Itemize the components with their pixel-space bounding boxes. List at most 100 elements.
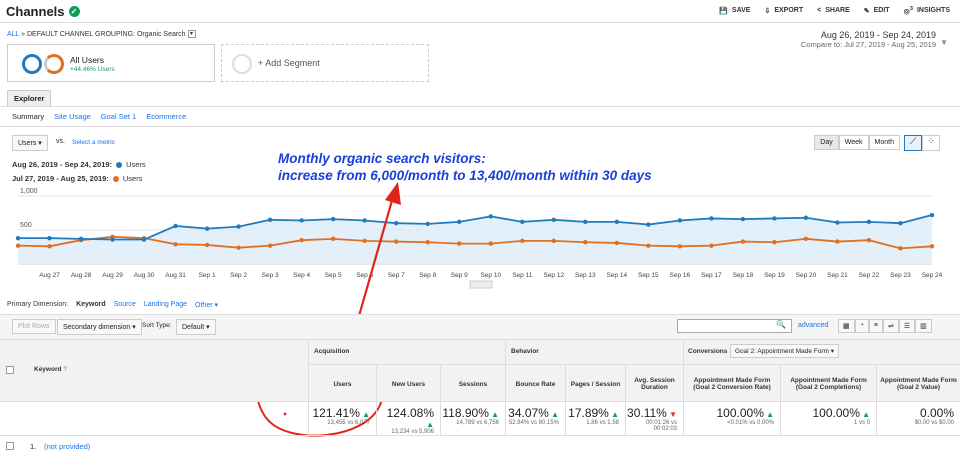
row-checkbox[interactable]: [6, 442, 14, 450]
edit-label: EDIT: [873, 7, 890, 15]
data-point-current: [362, 218, 367, 223]
pivot-view-icon[interactable]: ▥: [915, 319, 932, 333]
subnav-goal-set-1[interactable]: Goal Set 1: [100, 112, 137, 121]
add-segment-ring-icon: [232, 54, 252, 74]
insights-button[interactable]: ◎3 INSIGHTS: [904, 6, 950, 15]
total-value: 118.90% ▲ 14,789 vs 6,756: [442, 406, 499, 426]
x-tick-label: Aug 30: [134, 272, 155, 279]
explorer-subnav: Summary Site Usage Goal Set 1 Ecommerce: [12, 112, 186, 121]
data-point-compare: [929, 244, 935, 249]
data-point-compare: [646, 243, 651, 248]
x-tick-label: Aug 28: [71, 272, 92, 279]
advanced-filter-link[interactable]: advanced: [798, 322, 829, 329]
search-icon[interactable]: 🔍: [776, 320, 786, 329]
month-button[interactable]: Month: [868, 135, 900, 150]
column-header[interactable]: Appointment Made Form (Goal 2 Conversion…: [693, 377, 771, 391]
select-metric-link[interactable]: Select a metric: [72, 139, 115, 146]
dimension-landing-page[interactable]: Landing Page: [143, 301, 188, 308]
dimension-source[interactable]: Source: [113, 301, 136, 308]
performance-view-icon[interactable]: ≡: [868, 319, 883, 333]
column-header[interactable]: Appointment Made Form (Goal 2 Completion…: [790, 377, 867, 391]
totals-row: [0, 402, 960, 436]
data-point-current: [204, 226, 210, 231]
column-header[interactable]: New Users: [391, 380, 426, 388]
legend-current-dot: [116, 161, 123, 168]
add-segment-button[interactable]: + Add Segment: [221, 44, 429, 82]
row-keyword-link[interactable]: (not provided): [44, 442, 91, 451]
data-point-current: [330, 216, 336, 222]
acquisition-group-header: Acquisition: [314, 348, 350, 355]
dimension-other[interactable]: Other ▾: [195, 302, 219, 309]
plot-rows-button[interactable]: Plot Rows: [12, 319, 56, 334]
dimension-keyword[interactable]: Keyword: [76, 301, 106, 308]
data-point-current: [677, 218, 683, 223]
date-range-chevron-icon[interactable]: ▼: [940, 38, 948, 47]
total-compare: 52.84% vs 80.15%: [508, 420, 559, 426]
x-tick-label: Sep 19: [764, 272, 785, 279]
tab-explorer[interactable]: Explorer: [7, 90, 52, 106]
goal-select[interactable]: Goal 2: Appointment Made Form ▾: [730, 344, 840, 358]
save-label: SAVE: [731, 7, 751, 15]
secondary-dimension-label: Secondary dimension: [63, 324, 131, 331]
pie-view-icon[interactable]: ◔: [854, 319, 869, 333]
column-header[interactable]: Avg. Session Duration: [634, 377, 675, 391]
data-point-compare: [330, 236, 336, 242]
term-cloud-icon[interactable]: ☰: [898, 319, 916, 333]
metric-select[interactable]: Users ▾: [12, 135, 48, 151]
segment-all-users[interactable]: All Users +44.46% Users: [7, 44, 215, 82]
keyword-column-header[interactable]: Keyword ?: [34, 366, 67, 373]
data-point-current: [47, 235, 52, 241]
motion-chart-icon[interactable]: ⁘: [922, 135, 940, 151]
sort-type-select[interactable]: Default ▾: [176, 319, 216, 335]
x-tick-label: Sep 5: [325, 272, 342, 279]
subnav-site-usage[interactable]: Site Usage: [54, 112, 91, 121]
export-icon: ⇩: [764, 7, 771, 15]
column-header[interactable]: Users: [333, 380, 352, 388]
x-tick-label: Sep 13: [575, 272, 596, 279]
behavior-group-header: Behavior: [511, 348, 539, 355]
data-point-compare: [15, 243, 21, 248]
data-point-current: [772, 216, 777, 221]
select-all-checkbox[interactable]: [6, 366, 14, 374]
day-button[interactable]: Day: [814, 135, 839, 150]
total-value: 124.08% ▲ 13,234 vs 5,906: [377, 406, 434, 435]
x-tick-label: Sep 16: [670, 272, 691, 279]
export-button[interactable]: ⇩ EXPORT: [764, 6, 803, 15]
save-button[interactable]: 💾 SAVE: [719, 6, 750, 15]
column-header[interactable]: Sessions: [458, 380, 488, 388]
data-point-compare: [614, 240, 620, 246]
group-divider: [308, 364, 960, 365]
subnav-summary[interactable]: Summary: [12, 112, 45, 121]
x-tick-label: Sep 9: [451, 272, 468, 279]
insights-icon: ◎3: [903, 6, 913, 16]
data-point-compare: [457, 241, 462, 246]
data-point-current: [110, 237, 115, 242]
subnav-ecommerce[interactable]: Ecommerce: [146, 112, 187, 121]
column-header[interactable]: Bounce Rate: [515, 380, 556, 388]
breadcrumb-all-link[interactable]: ALL: [7, 30, 20, 38]
data-point-compare: [866, 238, 872, 243]
date-range-picker[interactable]: Aug 26, 2019 - Sep 24, 2019 Compare to: …: [801, 30, 936, 49]
comparison-view-icon[interactable]: ⇌: [882, 319, 899, 333]
data-point-compare: [173, 242, 178, 247]
column-header[interactable]: Appointment Made Form (Goal 2 Value): [880, 377, 957, 391]
table-view-icon[interactable]: ▦: [838, 319, 855, 333]
header-divider: [0, 22, 960, 23]
total-compare: 00:01:26 vs 00:02:03: [645, 420, 677, 432]
week-button[interactable]: Week: [838, 135, 869, 150]
line-chart-icon[interactable]: ⟋: [904, 135, 922, 151]
edit-button[interactable]: ✎ EDIT: [864, 6, 890, 15]
trend-up-icon: ▲: [426, 420, 434, 429]
table-search-input[interactable]: [677, 319, 792, 333]
insights-label: INSIGHTS: [916, 7, 950, 15]
subnav-divider: [0, 126, 960, 127]
x-tick-label: Sep 24: [922, 272, 943, 279]
chevron-down-icon[interactable]: ▾: [187, 30, 196, 38]
annotation-text: Monthly organic search visitors: increas…: [278, 150, 652, 184]
table-view-buttons: ▦ ◔ ≡ ⇌ ☰ ▥: [838, 319, 932, 333]
annotation-arrow-head: [385, 182, 401, 205]
x-tick-label: Sep 23: [890, 272, 911, 279]
secondary-dimension-select[interactable]: Secondary dimension ▾: [57, 319, 142, 335]
column-header[interactable]: Pages / Session: [570, 380, 621, 388]
share-button[interactable]: < SHARE: [817, 6, 850, 15]
